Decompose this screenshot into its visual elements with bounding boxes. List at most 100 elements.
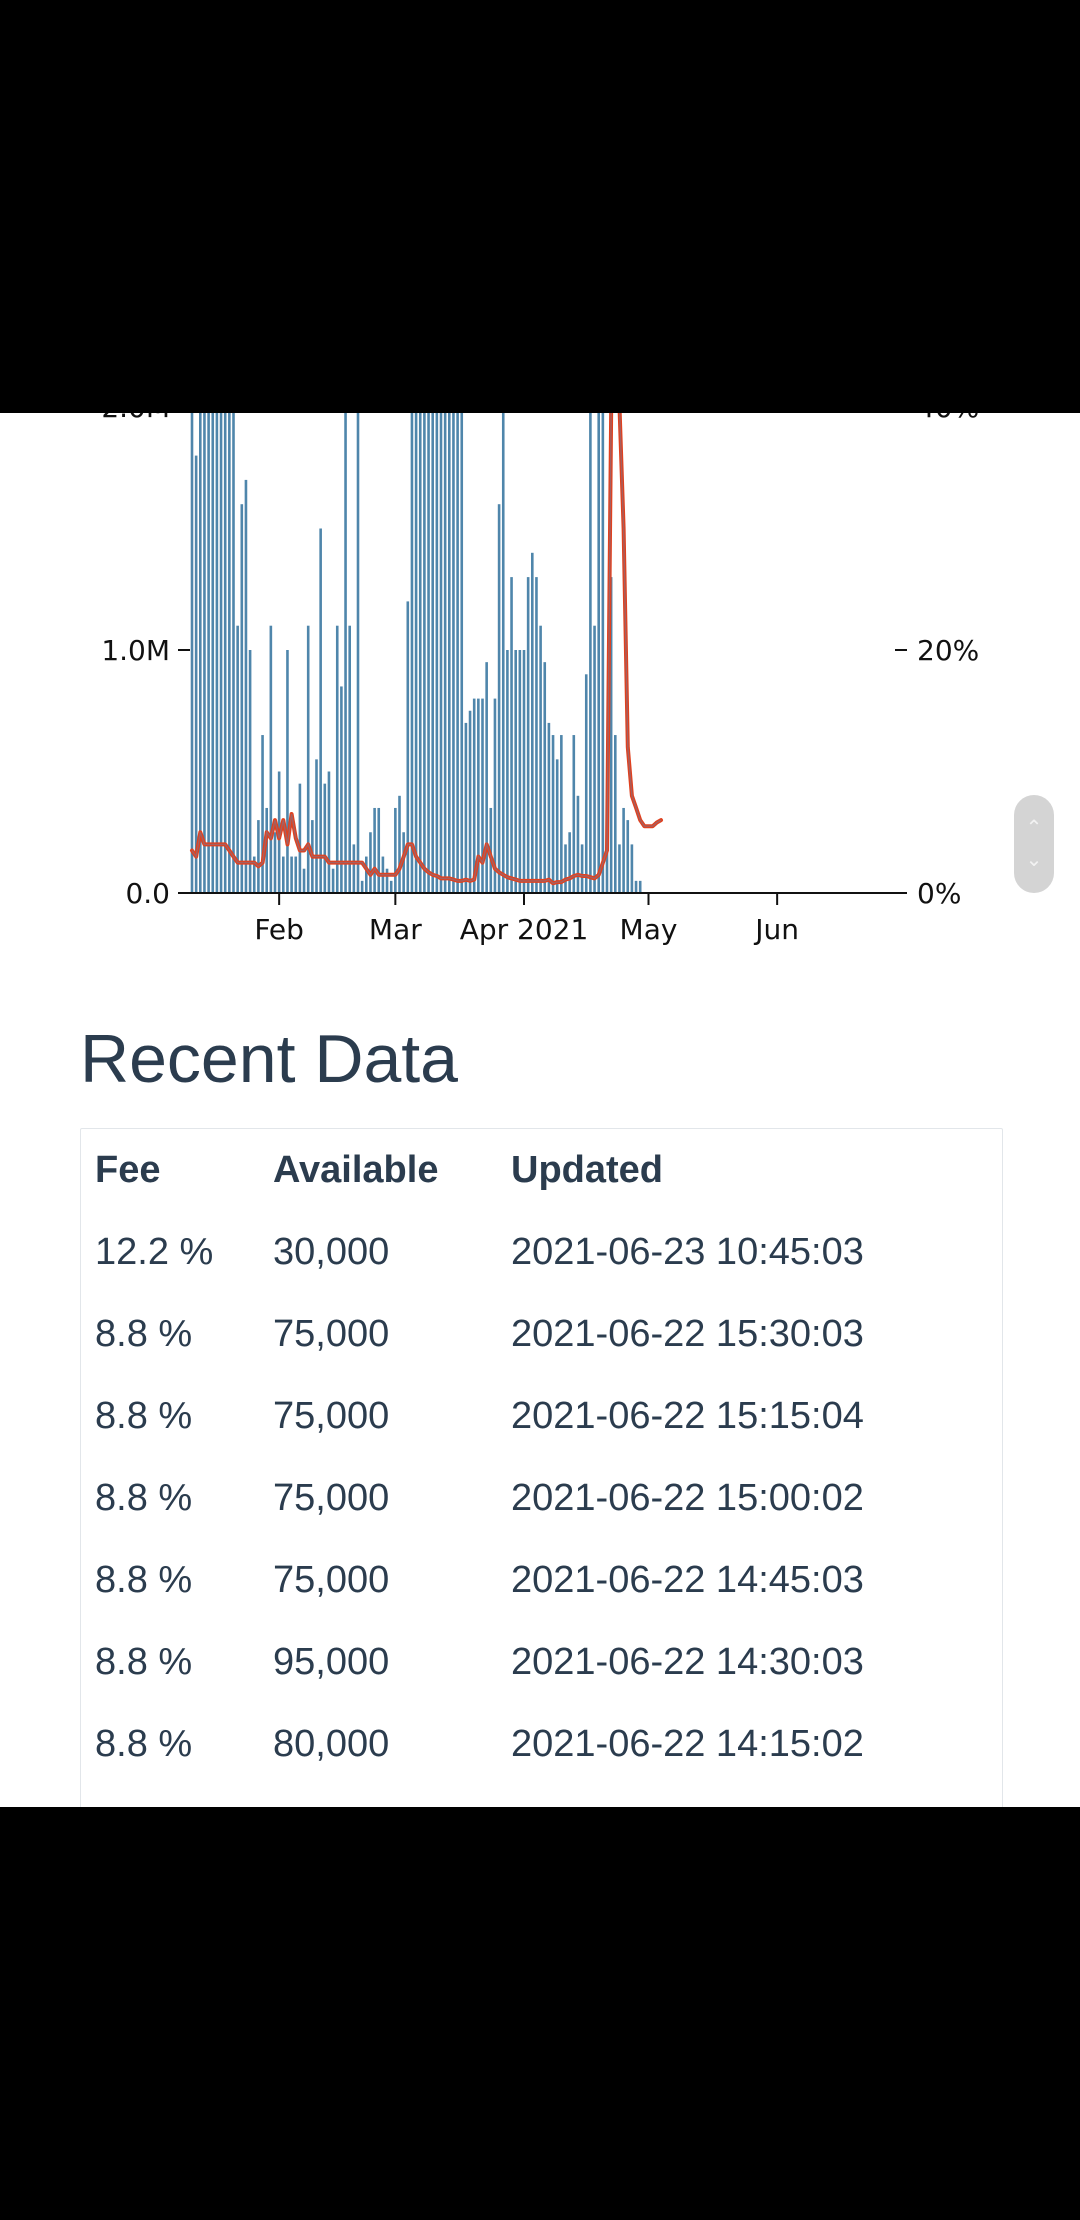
- bar: [443, 413, 447, 893]
- bar: [418, 413, 422, 893]
- line-series-fee: [190, 413, 663, 886]
- bar: [497, 504, 501, 893]
- bar: [385, 868, 389, 893]
- bar: [452, 413, 455, 893]
- bar: [576, 795, 580, 893]
- chevron-down-icon[interactable]: ⌄: [1025, 847, 1043, 871]
- bar: [190, 413, 194, 893]
- bar: [622, 807, 625, 893]
- bar: [365, 856, 368, 893]
- bar: [568, 832, 571, 893]
- scroll-control[interactable]: ⌃ ⌄: [1014, 795, 1054, 893]
- column-header-updated: Updated: [511, 1148, 663, 1191]
- table-row: 8.8 % 80,000 2021-06-22 14:15:02: [81, 1703, 864, 1785]
- bar: [302, 868, 306, 893]
- bar: [340, 686, 343, 893]
- bar: [493, 698, 497, 893]
- bar: [248, 650, 252, 893]
- x-tick-label: Mar: [369, 913, 422, 946]
- bar: [535, 577, 538, 893]
- bar: [431, 413, 434, 893]
- bar: [406, 601, 410, 893]
- bar: [215, 413, 219, 893]
- bar: [522, 650, 526, 893]
- y-right-tick-label: 20%: [917, 634, 979, 667]
- x-tick-label: Jun: [753, 913, 799, 946]
- bar: [560, 735, 563, 893]
- x-tick-label: Apr 2021: [460, 913, 589, 946]
- bar: [531, 552, 534, 893]
- y-right-tick-label: 40%: [917, 413, 979, 424]
- y-left-tick-label: 0.0: [125, 877, 170, 910]
- bar: [211, 413, 215, 893]
- cell-updated: 2021-06-22 15:00:02: [511, 1476, 864, 1519]
- column-header-fee: Fee: [95, 1148, 161, 1191]
- bar: [551, 735, 555, 893]
- cell-available: 30,000: [273, 1230, 390, 1273]
- bar: [315, 759, 318, 893]
- cell-fee: 8.8 %: [95, 1394, 193, 1437]
- table-row: 12.2 % 30,000 2021-06-23 10:45:03: [81, 1211, 864, 1293]
- bar: [369, 832, 372, 893]
- bar: [460, 413, 464, 893]
- bar-series-available: [190, 413, 642, 893]
- bar: [477, 698, 480, 893]
- bar: [394, 807, 397, 893]
- bar: [435, 413, 439, 893]
- bar: [223, 413, 227, 893]
- bar: [439, 413, 443, 893]
- bar: [252, 856, 256, 893]
- bar: [261, 735, 264, 893]
- bar: [352, 844, 356, 893]
- bar: [614, 735, 617, 893]
- bar: [356, 413, 360, 893]
- cell-updated: 2021-06-22 14:30:03: [511, 1640, 864, 1683]
- bar: [398, 795, 401, 893]
- bar: [257, 820, 260, 893]
- bar: [472, 698, 476, 893]
- bar: [526, 577, 530, 893]
- cell-updated: 2021-06-22 14:15:02: [511, 1722, 864, 1765]
- bar: [199, 413, 202, 893]
- bar: [236, 625, 239, 893]
- table-row: 8.8 % 75,000 2021-06-22 15:15:04: [81, 1375, 864, 1457]
- bar: [273, 832, 277, 893]
- bar: [373, 807, 376, 893]
- bar: [194, 455, 198, 893]
- bar: [323, 783, 327, 893]
- bar: [269, 625, 273, 893]
- bar: [626, 820, 630, 893]
- bar: [389, 880, 393, 893]
- bar: [518, 650, 522, 893]
- bar: [286, 650, 289, 893]
- bar: [580, 844, 584, 893]
- bar: [584, 674, 588, 893]
- cell-fee: 8.8 %: [95, 1476, 193, 1519]
- bar: [572, 735, 576, 893]
- table-row: 8.8 % 75,000 2021-06-22 14:45:03: [81, 1539, 864, 1621]
- cell-available: 80,000: [273, 1722, 390, 1765]
- chevron-up-icon[interactable]: ⌃: [1025, 815, 1043, 839]
- bar: [298, 783, 302, 893]
- bar: [228, 413, 231, 893]
- bar: [290, 856, 293, 893]
- cell-available: 75,000: [273, 1558, 390, 1601]
- x-tick-label: May: [620, 913, 678, 946]
- bar: [464, 722, 468, 893]
- bar: [597, 413, 600, 893]
- bar: [219, 413, 223, 893]
- cell-fee: 8.8 %: [95, 1558, 193, 1601]
- bar: [327, 771, 331, 893]
- bar: [427, 413, 430, 893]
- bar: [634, 880, 638, 893]
- bar: [514, 650, 517, 893]
- table-row: 8.8 % 75,000 2021-06-22 15:30:03: [81, 1293, 864, 1375]
- bar: [564, 844, 567, 893]
- y-left-tick-label: 2.0M: [101, 413, 170, 424]
- chart-axes: [178, 649, 907, 905]
- bar: [485, 662, 488, 893]
- bar: [244, 479, 248, 893]
- bar: [240, 504, 244, 893]
- bar: [306, 625, 310, 893]
